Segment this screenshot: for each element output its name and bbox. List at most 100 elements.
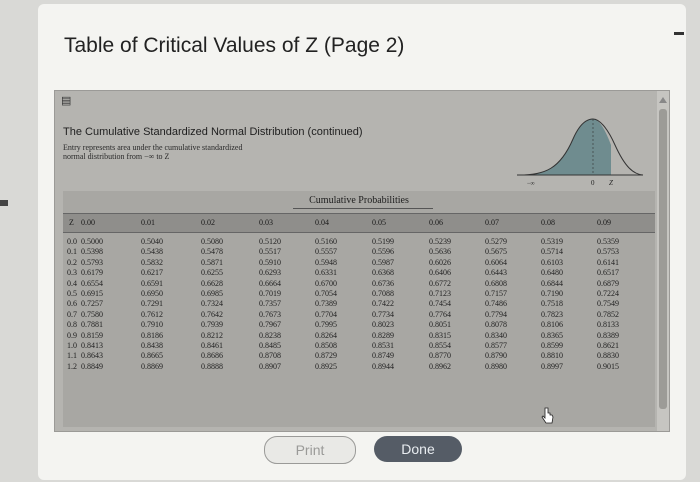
probability-cell: 0.8485: [259, 340, 281, 350]
mouse-cursor-icon: [541, 407, 554, 424]
probability-cell: 0.6950: [141, 288, 163, 298]
table-image-panel: ▤ The Cumulative Standardized Normal Dis…: [54, 90, 670, 432]
probability-cell: 0.8849: [81, 361, 103, 371]
probability-cell: 0.8212: [201, 330, 223, 340]
probability-cell: 0.6879: [597, 278, 619, 288]
probability-cell: 0.6406: [429, 268, 451, 278]
header-0.04: 0.04: [315, 218, 329, 227]
z-value-cell: 0.9: [67, 330, 77, 340]
probability-cell: 0.5438: [141, 247, 163, 257]
probability-cell: 0.6844: [541, 278, 563, 288]
probability-cell: 0.8133: [597, 320, 619, 330]
probability-cell: 0.8264: [315, 330, 337, 340]
done-button[interactable]: Done: [374, 436, 462, 462]
probability-cell: 0.7389: [315, 299, 337, 309]
z-values-column: 0.0 0.1 0.2 0.3 0.4 0.5 0.6 0.7 0.8 0.9 1.0 1.1 1.2: [67, 237, 85, 372]
probability-cell: 0.7794: [485, 309, 507, 319]
distribution-title: The Cumulative Standardized Normal Distr…: [63, 126, 363, 138]
probability-cell: 0.6368: [372, 268, 394, 278]
probability-cell: 0.5557: [315, 247, 337, 257]
minimize-icon[interactable]: [674, 32, 684, 35]
z-value-cell: 0.3: [67, 268, 77, 278]
probability-cell: 0.6517: [597, 268, 619, 278]
probability-cell: 0.5871: [201, 257, 223, 267]
probability-cell: 0.6480: [541, 268, 563, 278]
probability-cell: 0.5793: [81, 257, 103, 267]
scroll-up-arrow-icon[interactable]: [659, 97, 667, 103]
probability-cell: 0.8159: [81, 330, 103, 340]
probability-cell: 0.8830: [597, 351, 619, 361]
probability-cell: 0.8944: [372, 361, 394, 371]
probability-cell: 0.6591: [141, 278, 163, 288]
probability-cell: 0.8997: [541, 361, 563, 371]
print-button[interactable]: Print: [264, 436, 356, 464]
header-z: Z: [69, 218, 74, 227]
probability-cell: 0.7881: [81, 320, 103, 330]
window-edge-marker: [0, 200, 8, 206]
probability-cell: 0.7518: [541, 299, 563, 309]
probability-cell: 0.6700: [315, 278, 337, 288]
probability-cell: 0.5675: [485, 247, 507, 257]
probability-cell: 0.6103: [541, 257, 563, 267]
probability-cell: 0.8925: [315, 361, 337, 371]
probability-cell: 0.5080: [201, 237, 223, 246]
curve-label-neg-infinity: −∞: [527, 181, 535, 187]
normal-curve-graphic: −∞ 0 Z: [517, 118, 644, 187]
probability-cell: 0.8577: [485, 340, 507, 350]
scroll-thumb[interactable]: [659, 109, 667, 409]
probability-cell: 0.5359: [597, 237, 619, 246]
probability-cell: 0.7123: [429, 288, 451, 298]
probability-cell: 0.8907: [259, 361, 281, 371]
header-0.00: 0.00: [81, 218, 95, 227]
z-value-cell: 0.4: [67, 278, 77, 288]
probability-cell: 0.8186: [141, 330, 163, 340]
probability-column: 0.5040 0.5438 0.5832 0.6217 0.6591 0.6950 0.72…: [141, 237, 193, 372]
probability-cell: 0.7190: [541, 288, 563, 298]
header-0.03: 0.03: [259, 218, 273, 227]
probability-cell: 0.7019: [259, 288, 281, 298]
probability-cell: 0.7422: [372, 299, 394, 309]
probability-cell: 0.7823: [541, 309, 563, 319]
probability-column: 0.5199 0.5596 0.5987 0.6368 0.6736 0.7088 0.74…: [372, 237, 424, 372]
image-icon: ▤: [61, 95, 72, 107]
probability-cell: 0.7967: [259, 320, 281, 330]
probability-cell: 0.8810: [541, 351, 563, 361]
probability-cell: 0.5714: [541, 247, 563, 257]
curve-shaded-area: [519, 119, 611, 175]
probability-column: 0.5279 0.5675 0.6064 0.6443 0.6808 0.7157 0.74…: [485, 237, 537, 372]
probability-cell: 0.8665: [141, 351, 163, 361]
probability-cell: 0.6628: [201, 278, 223, 288]
z-value-cell: 1.1: [67, 351, 77, 361]
probability-cell: 0.5478: [201, 247, 223, 257]
probability-cell: 0.6985: [201, 288, 223, 298]
probability-cell: 0.7549: [597, 299, 619, 309]
z-value-cell: 0.0: [67, 237, 77, 246]
probability-cell: 0.7995: [315, 320, 337, 330]
probability-cell: 0.7939: [201, 320, 223, 330]
probability-cell: 0.5160: [315, 237, 337, 246]
distribution-description: Entry represents area under the cumulati…: [63, 143, 303, 161]
probability-cell: 0.6664: [259, 278, 281, 288]
probability-cell: 0.8106: [541, 320, 563, 330]
probability-cell: 0.8749: [372, 351, 394, 361]
probability-cell: 0.5753: [597, 247, 619, 257]
z-value-cell: 0.6: [67, 299, 77, 309]
description-line-1: Entry represents area under the cumulati…: [63, 143, 243, 152]
probability-cell: 0.8869: [141, 361, 163, 371]
probability-cell: 0.6179: [81, 268, 103, 278]
probability-cell: 0.5120: [259, 237, 281, 246]
probability-cell: 0.8770: [429, 351, 451, 361]
probability-cell: 0.7224: [597, 288, 619, 298]
probability-cell: 0.7291: [141, 299, 163, 309]
probability-cell: 0.7157: [485, 288, 507, 298]
dialog-title: Table of Critical Values of Z (Page 2): [64, 34, 405, 57]
probability-column: 0.5160 0.5557 0.5948 0.6331 0.6700 0.7054 0.73…: [315, 237, 367, 372]
probability-cell: 0.6026: [429, 257, 451, 267]
header-0.07: 0.07: [485, 218, 499, 227]
probability-cell: 0.5948: [315, 257, 337, 267]
z-value-cell: 0.5: [67, 288, 77, 298]
probability-cell: 0.8289: [372, 330, 394, 340]
probability-cell: 0.7486: [485, 299, 507, 309]
vertical-scrollbar[interactable]: [657, 91, 669, 431]
probability-cell: 0.6443: [485, 268, 507, 278]
